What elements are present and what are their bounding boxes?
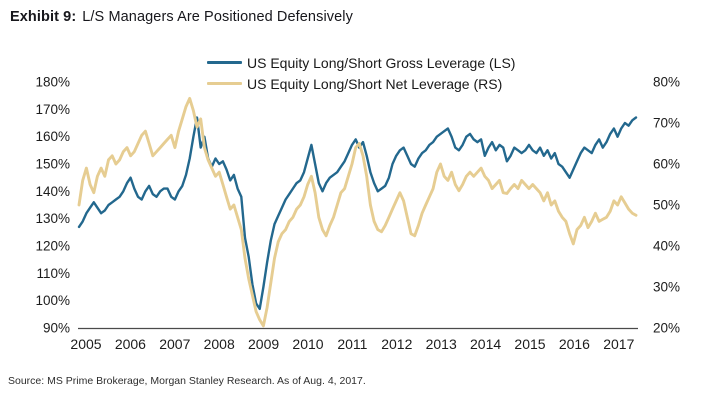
right-axis-tick-label: 70% (653, 116, 680, 131)
right-axis-ticks: 80% 70% 60% 50% 40% 30% 20% (653, 75, 680, 336)
x-axis-year-label: 2011 (337, 336, 367, 352)
right-axis-tick-label: 80% (653, 75, 680, 90)
net-line-swatch (207, 82, 242, 85)
x-axis-year-label: 2009 (248, 336, 279, 352)
x-axis-year-label: 2010 (292, 336, 323, 352)
gross-line-swatch (207, 61, 242, 64)
exhibit-title-text: L/S Managers Are Positioned Defensively (82, 9, 353, 25)
left-axis-tick-label: 160% (35, 129, 70, 144)
left-axis-tick-label: 150% (35, 157, 70, 172)
x-axis-year-label: 2016 (559, 336, 590, 352)
x-axis-year-label: 2006 (115, 336, 146, 352)
right-axis-tick-label: 30% (653, 280, 680, 295)
x-axis-ticks: 2005 2006 2007 2008 2009 2010 2011 2012 2013 2014… (70, 336, 634, 352)
x-axis-year-label: 2008 (204, 336, 235, 352)
x-axis-year-label: 2015 (514, 336, 545, 352)
right-axis-tick-label: 60% (653, 157, 680, 172)
legend-item-gross: US Equity Long/Short Gross Leverage (LS) (207, 52, 515, 73)
left-axis-tick-label: 180% (35, 75, 70, 90)
legend-label-net: US Equity Long/Short Net Leverage (RS) (247, 75, 503, 92)
legend-label-gross: US Equity Long/Short Gross Leverage (LS) (247, 54, 516, 71)
net-leverage-line (77, 96, 638, 328)
left-axis-tick-label: 110% (36, 266, 70, 281)
right-axis-tick-label: 40% (653, 239, 680, 254)
exhibit-title: Exhibit 9: L/S Managers Are Positioned De… (10, 9, 353, 25)
left-axis-tick-label: 140% (35, 184, 70, 199)
legend-item-net: US Equity Long/Short Net Leverage (RS) (207, 73, 515, 94)
left-axis-tick-label: 170% (35, 102, 70, 117)
right-axis-tick-label: 20% (653, 321, 680, 336)
x-axis-year-label: 2007 (159, 336, 190, 352)
x-axis-year-label: 2014 (470, 336, 501, 352)
left-axis-tick-label: 120% (35, 239, 70, 254)
exhibit-number: Exhibit 9: (10, 9, 77, 25)
right-axis-tick-label: 50% (653, 198, 680, 213)
left-axis-tick-label: 130% (35, 211, 70, 226)
x-axis-year-label: 2013 (426, 336, 457, 352)
source-note: Source: MS Prime Brokerage, Morgan Stanl… (8, 375, 366, 387)
x-axis-year-label: 2012 (381, 336, 412, 352)
x-axis-year-label: 2005 (70, 336, 101, 352)
chart-legend: US Equity Long/Short Gross Leverage (LS)… (207, 52, 515, 94)
x-axis-year-label: 2017 (603, 336, 634, 352)
left-axis-tick-label: 90% (43, 321, 70, 336)
left-axis-tick-label: 100% (35, 293, 70, 308)
left-axis-ticks: 180% 170% 160% 150% 140% 130% 120% 110% 100% 90% (35, 75, 70, 336)
